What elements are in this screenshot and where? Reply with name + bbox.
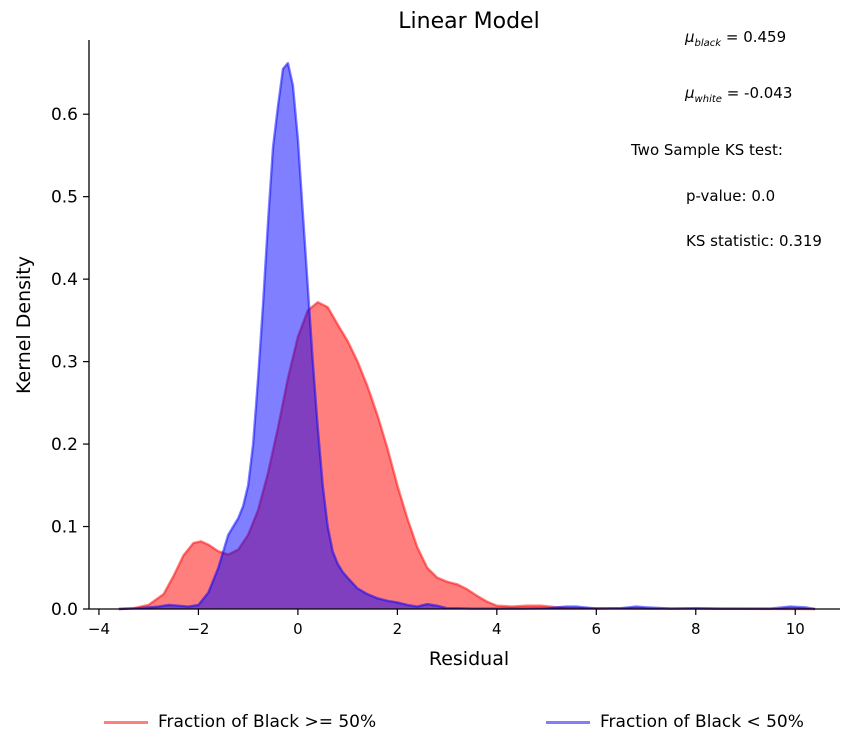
mu-white-subscript: white: [695, 94, 722, 105]
density-area-series-1: [118, 63, 816, 609]
x-tick-label: 10: [786, 620, 805, 638]
chart-title: Linear Model: [398, 9, 539, 34]
mu-white-annotation: μwhite = -0.043: [684, 84, 792, 105]
ks-test-heading: Two Sample KS test:: [630, 141, 783, 159]
x-tick-label: −4: [88, 620, 110, 638]
stats-annotations: μblack = 0.459 μwhite = -0.043 Two Sampl…: [630, 28, 822, 250]
y-tick-label: 0.4: [51, 270, 78, 290]
y-tick-label: 0.2: [51, 435, 78, 455]
legend-swatch-red: [104, 720, 148, 724]
x-axis-label: Residual: [429, 648, 509, 670]
ks-p-value: p-value: 0.0: [686, 187, 775, 205]
y-tick-label: 0.0: [51, 600, 78, 620]
legend-entry-black-majority: Fraction of Black >= 50%: [104, 708, 376, 736]
x-axis-ticks: −4 −2 0 2 4 6 8 10: [88, 609, 805, 638]
x-tick-label: 8: [691, 620, 701, 638]
mu-black-value: = 0.459: [721, 28, 786, 46]
y-tick-label: 0.5: [51, 188, 78, 208]
y-axis-label: Kernel Density: [13, 256, 35, 394]
x-tick-label: 4: [492, 620, 502, 638]
mu-black-annotation: μblack = 0.459: [684, 28, 786, 49]
kde-chart: −4 −2 0 2 4 6 8 10 0.0 0.1 0.2 0.3 0.4 0.5 0.6 Linear…: [13, 9, 840, 670]
x-tick-label: 6: [592, 620, 602, 638]
mu-white-symbol: μ: [684, 84, 695, 102]
y-axis-ticks: 0.0 0.1 0.2 0.3 0.4 0.5 0.6: [51, 105, 89, 620]
ks-statistic: KS statistic: 0.319: [686, 232, 822, 250]
mu-white-value: = -0.043: [722, 84, 792, 102]
y-tick-label: 0.3: [51, 353, 78, 373]
legend-label-black-majority: Fraction of Black >= 50%: [158, 712, 377, 732]
x-tick-label: 2: [393, 620, 403, 638]
legend-label-black-minority: Fraction of Black < 50%: [600, 712, 804, 732]
legend-swatch-blue: [546, 720, 590, 724]
mu-black-subscript: black: [695, 38, 723, 49]
legend-entry-black-minority: Fraction of Black < 50%: [546, 708, 804, 736]
mu-black-symbol: μ: [684, 28, 695, 46]
x-tick-label: 0: [293, 620, 303, 638]
x-tick-label: −2: [187, 620, 209, 638]
y-tick-label: 0.1: [51, 518, 78, 538]
y-tick-label: 0.6: [51, 105, 78, 125]
